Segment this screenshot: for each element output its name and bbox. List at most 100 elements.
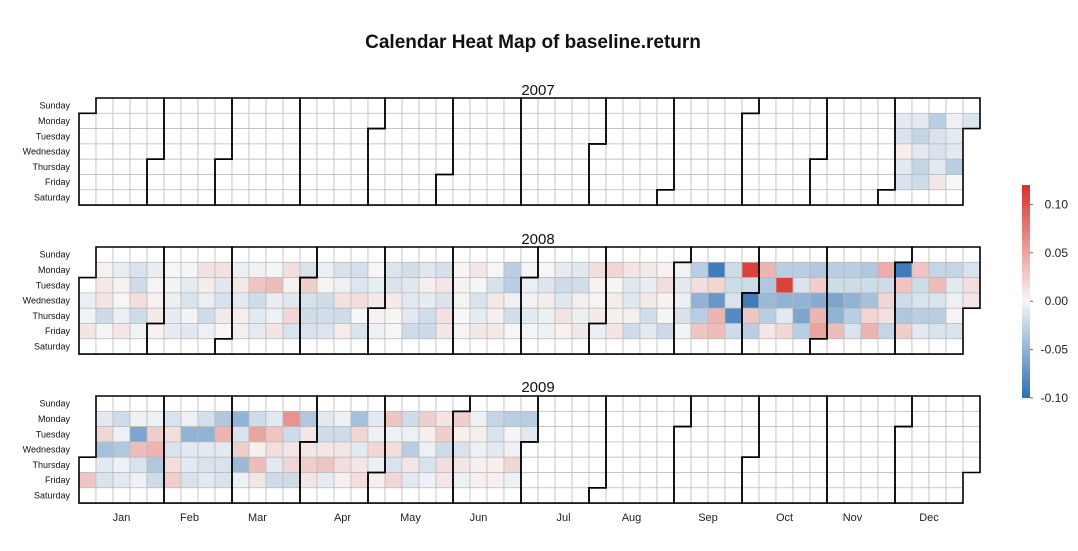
year-panels: 2007 Sunday Monday Tuesday Wednesday Thursday…: [23, 82, 981, 504]
legend-colorbar: [1022, 185, 1030, 398]
day-cell: [792, 487, 811, 504]
month-label: Oct: [776, 512, 793, 524]
day-cell: [163, 189, 182, 206]
day-cell: [571, 456, 590, 473]
day-cell: [707, 456, 726, 473]
day-cell: [792, 143, 811, 160]
day-cell: [265, 97, 284, 114]
day-cell: [826, 426, 845, 443]
day-cell: [316, 112, 335, 129]
day-cell: [180, 472, 199, 489]
day-cell: [894, 158, 913, 175]
day-cell: [962, 441, 981, 458]
day-cell: [656, 277, 675, 294]
day-cell: [894, 174, 913, 191]
day-cell: [78, 128, 97, 145]
day-cell: [112, 338, 131, 355]
day-label: Wednesday: [23, 445, 71, 455]
day-cell: [214, 246, 233, 263]
day-cell: [486, 261, 505, 278]
day-cell: [248, 128, 267, 145]
day-cell: [282, 112, 301, 129]
day-cell: [214, 261, 233, 278]
day-cell: [452, 487, 471, 504]
day-cell: [622, 323, 641, 340]
day-cell: [486, 143, 505, 160]
day-cell: [469, 143, 488, 160]
day-cell: [690, 472, 709, 489]
day-cell: [333, 307, 352, 324]
day-cell: [588, 246, 607, 263]
day-cell: [265, 174, 284, 191]
day-cell: [775, 158, 794, 175]
day-cell: [826, 456, 845, 473]
day-cell: [95, 487, 114, 504]
day-cell: [588, 143, 607, 160]
day-cell: [418, 128, 437, 145]
day-cell: [197, 395, 216, 412]
day-cell: [401, 158, 420, 175]
day-cell: [826, 338, 845, 355]
day-cell: [282, 246, 301, 263]
day-cell: [656, 174, 675, 191]
day-cell: [95, 189, 114, 206]
day-cell: [656, 426, 675, 443]
day-cell: [129, 472, 148, 489]
day-cell: [911, 338, 930, 355]
day-cell: [707, 158, 726, 175]
day-cell: [282, 174, 301, 191]
day-cell: [78, 323, 97, 340]
day-cell: [146, 277, 165, 294]
day-cell: [486, 128, 505, 145]
legend-tick-label: 0.10: [1045, 197, 1069, 211]
day-cell: [928, 112, 947, 129]
day-cell: [554, 395, 573, 412]
day-cell: [214, 472, 233, 489]
day-cell: [792, 472, 811, 489]
day-cell: [571, 97, 590, 114]
day-cells: [78, 395, 981, 504]
day-cell: [435, 97, 454, 114]
day-cell: [265, 472, 284, 489]
day-cell: [622, 426, 641, 443]
day-cell: [792, 277, 811, 294]
day-cell: [299, 189, 318, 206]
day-cell: [690, 174, 709, 191]
day-cell: [180, 323, 199, 340]
day-cell: [894, 456, 913, 473]
day-cell: [809, 128, 828, 145]
day-cell: [95, 323, 114, 340]
day-cell: [231, 426, 250, 443]
day-cell: [571, 323, 590, 340]
day-cell: [265, 246, 284, 263]
day-cell: [792, 128, 811, 145]
day-cell: [741, 246, 760, 263]
day-cell: [809, 323, 828, 340]
day-cell: [860, 261, 879, 278]
day-cell: [503, 307, 522, 324]
day-cell: [588, 410, 607, 427]
day-cell: [520, 261, 539, 278]
day-cell: [418, 292, 437, 309]
day-cell: [860, 395, 879, 412]
day-cell: [894, 426, 913, 443]
day-cell: [639, 292, 658, 309]
day-cell: [877, 410, 896, 427]
day-cell: [571, 426, 590, 443]
day-cell: [894, 307, 913, 324]
day-cell: [214, 441, 233, 458]
day-cell: [418, 395, 437, 412]
day-cell: [860, 307, 879, 324]
day-cell: [384, 112, 403, 129]
day-cell: [792, 456, 811, 473]
day-cell: [95, 292, 114, 309]
day-cell: [418, 410, 437, 427]
day-cell: [78, 277, 97, 294]
day-label: Wednesday: [23, 296, 71, 306]
day-cell: [435, 128, 454, 145]
month-label: Dec: [919, 512, 939, 524]
day-cell: [775, 472, 794, 489]
day-cell: [945, 246, 964, 263]
day-cell: [792, 97, 811, 114]
day-cell: [809, 112, 828, 129]
